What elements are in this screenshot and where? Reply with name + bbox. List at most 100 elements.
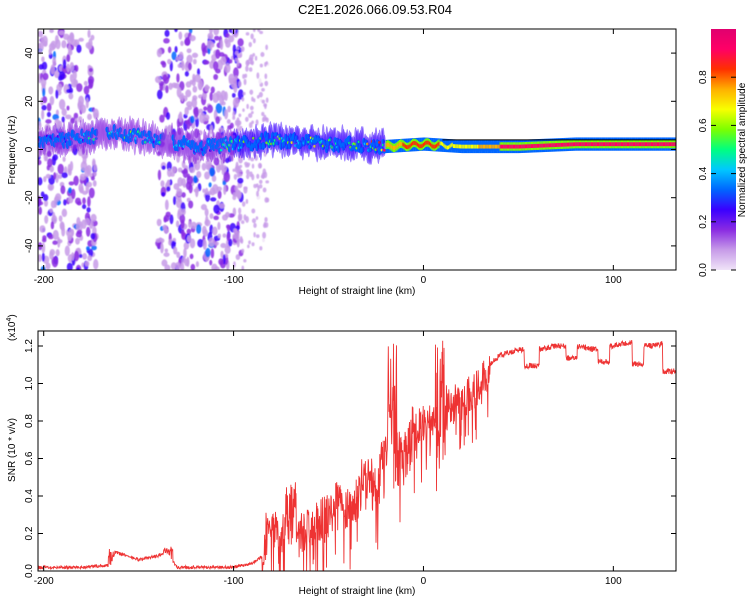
noise-blob [75, 237, 80, 245]
noise-blob [204, 208, 209, 217]
noise-blob [87, 29, 91, 38]
ridge-peak [426, 140, 428, 145]
noise-blob [181, 178, 187, 187]
noise-blob [241, 265, 245, 270]
noise-blob [162, 74, 168, 82]
noise-blob [233, 102, 238, 109]
noise-blob [85, 226, 91, 237]
colorbar-label: Normalized spectral amplitude [737, 82, 748, 217]
noise-blob [209, 60, 215, 69]
noise-blob [57, 163, 64, 175]
noise-blob [87, 113, 92, 121]
ridge-peak [575, 142, 577, 147]
noise-blob [161, 165, 166, 170]
noise-blob [237, 177, 244, 184]
noise-blob [253, 222, 257, 229]
ridge-peak [414, 141, 416, 145]
noise-blob [186, 235, 192, 243]
noise-blob [43, 176, 47, 183]
noise-blob [176, 188, 183, 197]
noise-blob [248, 57, 253, 62]
noise-blob [254, 55, 258, 61]
noise-blob [263, 171, 268, 179]
noise-blob [49, 165, 54, 173]
noise-blob [156, 89, 163, 100]
ridge-peak [437, 142, 439, 147]
noise-blob [82, 197, 86, 205]
noise-blob [251, 208, 256, 214]
x-tick-label: -200 [34, 275, 54, 286]
noise-blob [157, 169, 162, 181]
ridge-peak [546, 143, 548, 148]
noise-blob [242, 91, 246, 96]
noise-blob [52, 154, 59, 161]
ridge-peak [500, 144, 503, 149]
noise-blob [58, 98, 66, 110]
noise-blob [217, 233, 222, 239]
noise-blob [161, 192, 166, 197]
ridge-peak [540, 143, 542, 148]
noise-blob [163, 252, 170, 257]
ridge-peak [486, 144, 488, 149]
noise-blob [196, 68, 201, 76]
ridge-peak [559, 142, 561, 147]
noise-blob [52, 114, 59, 121]
noise-blob [220, 250, 224, 259]
ridge-peak [502, 144, 504, 149]
noise-blob [184, 71, 189, 77]
noise-blob [181, 169, 188, 175]
ridge-peak [565, 142, 567, 147]
ridge-peak [578, 142, 581, 147]
noise-blob [41, 61, 48, 71]
snr-line [38, 339, 676, 571]
noise-blob [38, 159, 42, 166]
noise-blob [204, 84, 210, 92]
ridge-peak [409, 143, 411, 148]
ridge-peak [522, 144, 524, 149]
ridge-peak [614, 142, 617, 147]
noise-blob [49, 251, 54, 260]
noise-blob [240, 220, 245, 225]
noise-blob [73, 112, 79, 120]
noise-blob [193, 107, 199, 118]
noise-blob [238, 125, 243, 132]
noise-blob [169, 214, 174, 225]
noise-blob [240, 238, 244, 244]
noise-blob [238, 80, 242, 88]
noise-blob [248, 113, 253, 119]
ridge-peak [427, 140, 429, 145]
ridge-peak [541, 143, 543, 148]
noise-blob [48, 47, 53, 55]
noise-blob [193, 188, 200, 193]
noise-blob [258, 184, 263, 189]
noise-blob [165, 211, 171, 218]
y-tick-label: 0.4 [24, 489, 35, 503]
noise-blob [245, 116, 249, 122]
noise-blob [228, 35, 235, 43]
ridge-peak [607, 142, 609, 147]
noise-blob [67, 234, 73, 239]
y-tick-label: 20 [24, 95, 35, 107]
noise-blob [164, 29, 170, 37]
noise-blob [234, 75, 238, 81]
ridge-peak [593, 142, 595, 147]
noise-blob [180, 262, 185, 270]
noise-blob [61, 108, 67, 116]
noise-blob [234, 185, 239, 192]
noise-blob [232, 168, 236, 172]
noise-blob [178, 31, 183, 40]
noise-blob [173, 195, 177, 206]
ridge-peak [450, 143, 452, 148]
noise-blob [155, 76, 162, 84]
noise-blob [38, 177, 43, 186]
colorbar-tick-label: 0.0 [698, 263, 709, 277]
snr-scale-exponent: 4 [6, 318, 13, 322]
ridge-peak [509, 144, 511, 149]
noise-blob [218, 203, 225, 209]
noise-blob [86, 246, 90, 251]
noise-blob [174, 262, 181, 270]
noise-blob [178, 111, 183, 123]
ridge-peak [547, 143, 549, 148]
noise-blob [38, 121, 42, 131]
noise-blob [90, 176, 95, 181]
